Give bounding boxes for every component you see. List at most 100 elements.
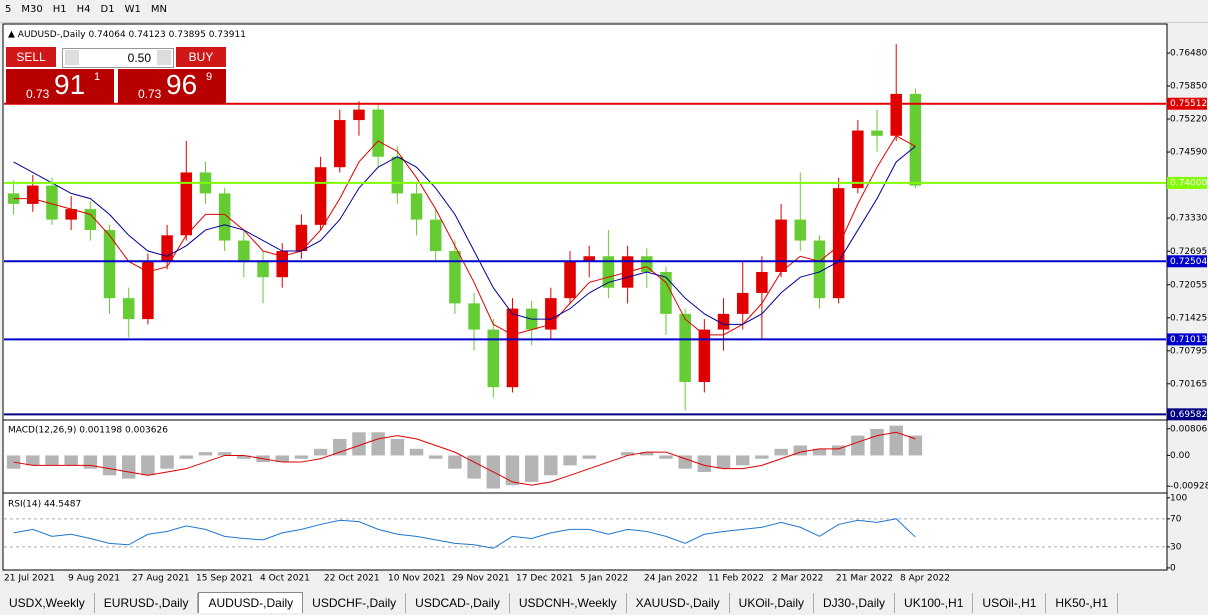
candle-body [314, 167, 327, 225]
candle-body [180, 172, 193, 236]
candle-body [468, 303, 480, 330]
macd-bar [26, 455, 40, 466]
candle-body [391, 156, 404, 194]
macd-bar [505, 455, 520, 486]
y-tick-label: 0.75220 [1170, 115, 1207, 125]
candle-body [257, 261, 269, 278]
macd-bar [851, 435, 865, 456]
macd-bar [678, 455, 692, 469]
candle-body [794, 219, 807, 241]
macd-bar [908, 435, 923, 456]
macd-bar [544, 455, 558, 476]
one-click-trade: SELL 0.50 BUY 0.73 91 1 0.73 96 9 [6, 47, 226, 104]
macd-bar [755, 455, 769, 459]
timeframe-toolbar: 5 M30 H1 H4 D1 W1 MN [0, 0, 1208, 23]
candle-body [852, 130, 864, 189]
level-label: 0.69582 [1170, 410, 1207, 420]
candle-body [103, 230, 116, 299]
candle-body [334, 120, 346, 168]
symbol-tab[interactable]: USDX,Weekly [0, 593, 95, 613]
rsi-label: RSI(14) 44.5487 [8, 500, 81, 510]
x-tick-label: 22 Oct 2021 [324, 574, 380, 584]
buy-button[interactable]: BUY [176, 47, 226, 67]
x-tick-label: 10 Nov 2021 [388, 574, 446, 584]
symbol-tabs: USDX,Weekly EURUSD-,Daily AUDUSD-,Daily USD… [0, 592, 1208, 615]
level-label: 0.75512 [1170, 99, 1207, 109]
candle-body [449, 251, 461, 304]
candle-body [583, 256, 595, 262]
candle-body [506, 308, 519, 388]
y-tick-label: 0.75850 [1170, 82, 1207, 92]
symbol-tab[interactable]: USDCAD-,Daily [406, 593, 510, 613]
sell-price[interactable]: 0.73 91 1 [6, 69, 114, 104]
candle-body [372, 109, 384, 157]
x-tick-label: 2 Mar 2022 [772, 574, 823, 584]
candle-body [276, 251, 288, 278]
level-label-bg [1167, 333, 1207, 346]
y-tick-label: 0.008061 [1170, 424, 1208, 434]
candle-body [545, 298, 557, 330]
price-digits: 96 [166, 69, 198, 100]
macd-bar [812, 448, 827, 456]
macd-bar [237, 455, 251, 459]
timeframe-button[interactable]: 5 [5, 4, 12, 15]
volume[interactable]: 0.50 [62, 48, 174, 68]
symbol-tab[interactable]: EURUSD-,Daily [95, 593, 199, 613]
symbol-tab[interactable]: USOil-,H1 [973, 593, 1047, 613]
macd-bar [716, 455, 731, 469]
y-tick-label: 30 [1170, 542, 1182, 552]
moving-average [13, 135, 916, 336]
buy-price[interactable]: 0.73 96 9 [118, 69, 226, 104]
candle-body [602, 256, 615, 288]
x-tick-label: 24 Jan 2022 [644, 574, 698, 584]
x-tick-label: 9 Aug 2021 [68, 574, 120, 584]
macd-bar [217, 452, 232, 456]
sell-button[interactable]: SELL [6, 47, 56, 67]
price-big: 0.73 [26, 87, 50, 101]
symbol-tab[interactable]: DJ30-,Daily [814, 593, 896, 613]
timeframe-button[interactable]: W1 [124, 4, 141, 15]
symbol-tab[interactable]: USDCNH-,Weekly [510, 593, 627, 613]
symbol-tab[interactable]: AUDUSD-,Daily [198, 592, 304, 613]
macd-bar [620, 452, 635, 456]
macd-bar [160, 455, 174, 469]
rsi-line [13, 518, 916, 549]
macd-bar [659, 455, 673, 459]
x-tick-label: 21 Mar 2022 [836, 574, 893, 584]
x-tick-label: 21 Jul 2021 [4, 574, 55, 584]
macd-bar [179, 455, 193, 459]
macd-bar [45, 455, 59, 466]
macd-bar [831, 445, 846, 456]
symbol-tab[interactable]: USDCHF-,Daily [303, 593, 407, 613]
macd-bar [467, 455, 481, 479]
candle-body [65, 209, 77, 220]
y-tick-label: 0.74590 [1170, 148, 1207, 158]
symbol-tab[interactable]: UK100-,H1 [895, 593, 974, 613]
timeframe-button[interactable]: M30 [21, 4, 43, 15]
candle-body [353, 109, 365, 121]
price-digits: 91 [54, 69, 86, 100]
candle-body [756, 271, 768, 293]
candle-body [429, 219, 442, 252]
symbol-tab[interactable]: UKOil-,Daily [730, 593, 815, 613]
level-label-bg [1167, 176, 1207, 189]
x-tick-label: 5 Jan 2022 [580, 574, 628, 584]
symbol: AUDUSD-,Daily [18, 30, 86, 40]
symbol-tab[interactable]: XAUUSD-,Daily [627, 593, 730, 613]
timeframe-button[interactable]: H1 [52, 4, 67, 15]
macd-bar [429, 455, 443, 459]
timeframe-button[interactable]: H4 [76, 4, 91, 15]
timeframe-button[interactable]: MN [150, 4, 167, 15]
macd-bar [697, 455, 712, 472]
candle-body [218, 193, 231, 241]
macd-bar [102, 455, 117, 476]
x-tick-label: 15 Sep 2021 [196, 574, 253, 584]
symbol-tab[interactable]: HK50-,H1 [1046, 593, 1119, 613]
moving-average [13, 145, 916, 325]
chart-title: ▲ AUDUSD-,Daily 0.74064 0.74123 0.73895 … [8, 30, 246, 40]
timeframe-button[interactable]: D1 [100, 4, 115, 15]
candle-body [46, 185, 58, 220]
level-label: 0.71013 [1170, 335, 1207, 345]
level-label-bg [1167, 255, 1207, 268]
